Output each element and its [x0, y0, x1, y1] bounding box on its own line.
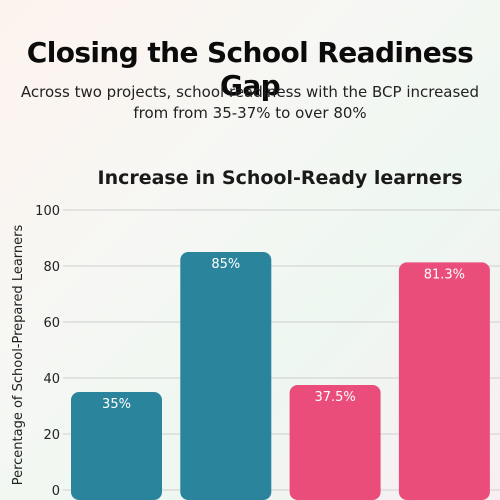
- y-tick-label: 100: [35, 204, 60, 219]
- data-labels: 35% 85% 37.5% 81.3%: [102, 257, 465, 412]
- bars: [71, 252, 490, 500]
- subtitle-line-2: from from 35-37% to over 80%: [133, 104, 367, 122]
- chart-title: Increase in School-Ready learners: [97, 167, 463, 189]
- data-label: 37.5%: [314, 390, 355, 405]
- y-axis-ticks: 0 20 40 60 80 100: [35, 204, 60, 499]
- y-tick-label: 60: [43, 316, 60, 331]
- data-label: 81.3%: [424, 267, 465, 282]
- y-axis-label: Percentage of School-Prepared Learners: [11, 225, 26, 486]
- page-title: Closing the School Readiness Gap: [26, 36, 474, 102]
- y-tick-label: 80: [43, 260, 60, 275]
- data-label: 35%: [102, 397, 131, 412]
- bar: [289, 385, 381, 500]
- y-tick-label: 20: [43, 428, 60, 443]
- bar: [180, 252, 272, 500]
- bar: [398, 262, 490, 500]
- page-subtitle: Across two projects, school readiness wi…: [20, 82, 480, 124]
- y-tick-label: 0: [52, 484, 60, 499]
- subtitle-line-1: Across two projects, school readiness wi…: [20, 83, 480, 101]
- y-tick-label: 40: [43, 372, 60, 387]
- data-label: 85%: [211, 257, 240, 272]
- bar: [71, 392, 162, 500]
